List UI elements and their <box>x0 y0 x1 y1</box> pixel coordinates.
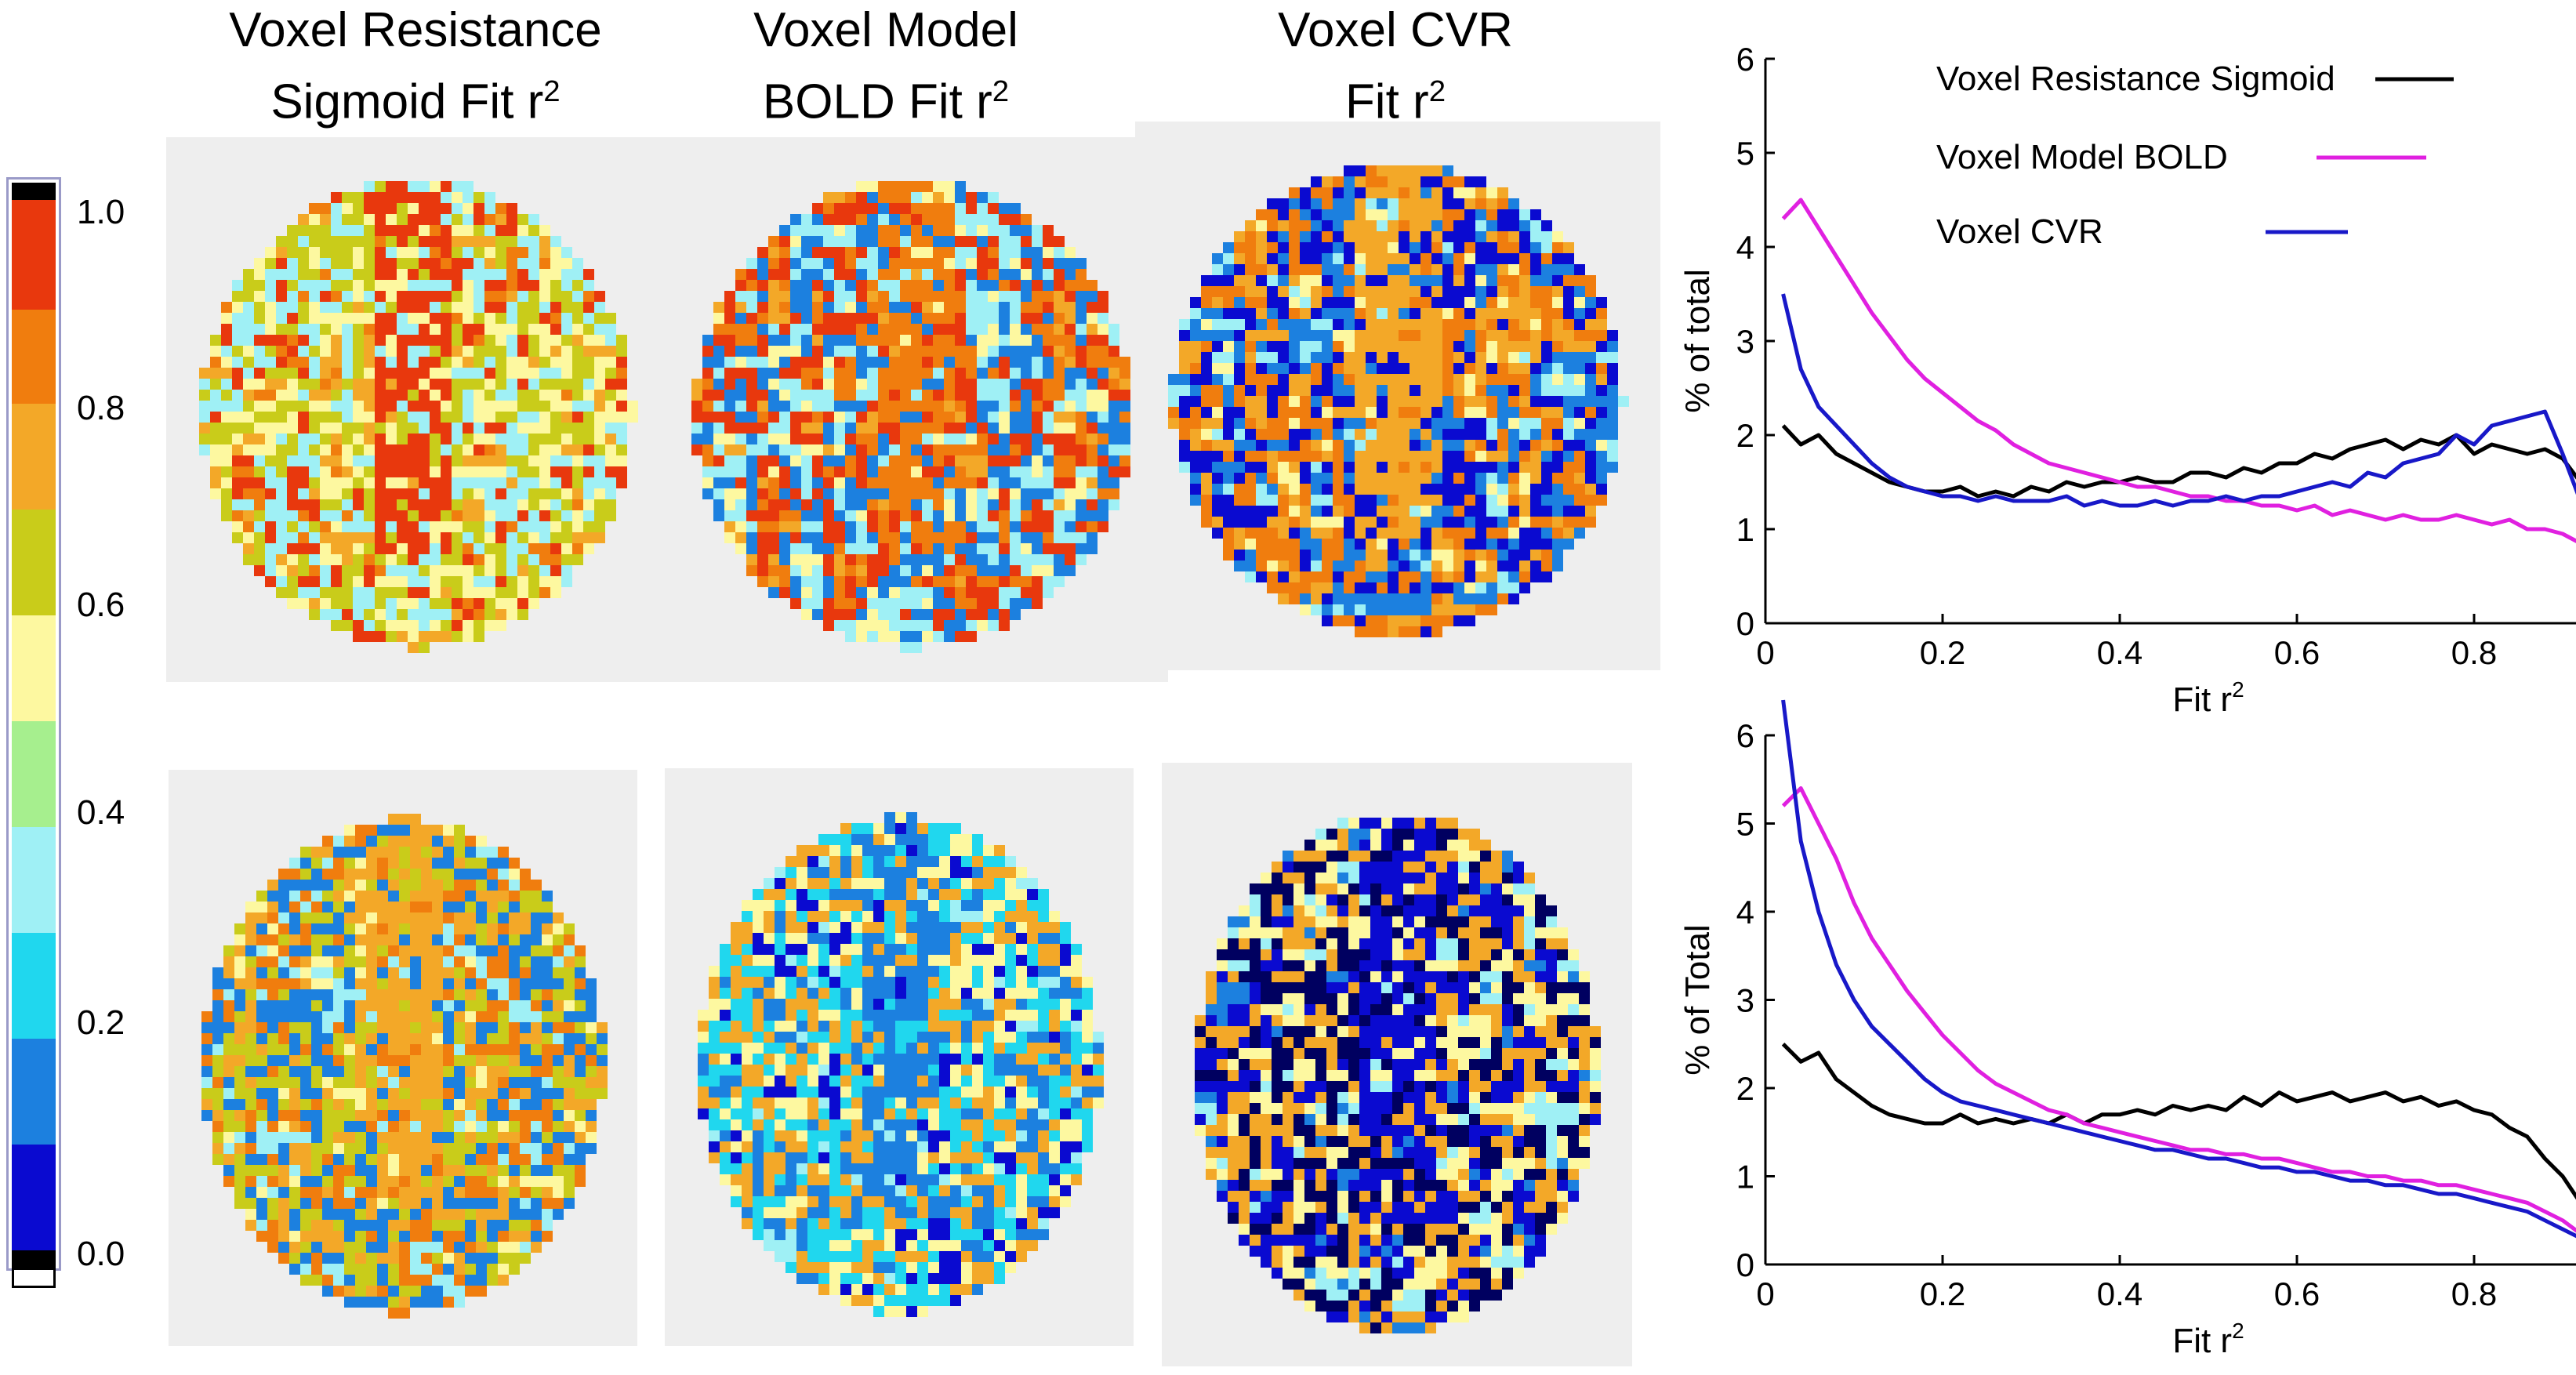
colorbar-segment <box>12 1268 56 1288</box>
x-tick-label: 0 <box>1756 634 1774 671</box>
x-tick-label: 0.2 <box>1920 1275 1965 1312</box>
y-tick-label: 0 <box>1736 605 1754 642</box>
column-title-resistance-line1: Voxel Resistance <box>196 0 635 61</box>
column-title-cvr: Voxel CVR Fit r2 <box>1176 0 1615 133</box>
legend-label: Voxel Model BOLD <box>1936 138 2228 176</box>
column-title-resistance-line2-wrap: Sigmoid Fit r2 <box>196 61 635 133</box>
colorbar-segment <box>12 721 56 827</box>
colorbar-tick-0-8: 0.8 <box>77 389 125 428</box>
column-title-bold: Voxel Model BOLD Fit r2 <box>666 0 1105 133</box>
x-tick-label: 0.4 <box>2097 634 2142 671</box>
voxel-mosaic <box>1168 165 1629 637</box>
y-tick-label: 5 <box>1736 135 1754 172</box>
series-line-voxel-resistance-sigmoid <box>1783 1044 2576 1264</box>
brain-image-top-bold <box>659 137 1168 682</box>
y-tick-label: 0 <box>1736 1246 1754 1283</box>
colorbar-tick-0-0: 0.0 <box>77 1235 125 1274</box>
legend-label: Voxel CVR <box>1936 212 2103 251</box>
colorbar-segment <box>12 615 56 721</box>
brain-map-bottom-resistance <box>169 770 637 1346</box>
column-title-resistance-sup: 2 <box>543 74 560 108</box>
colorbar-segment <box>12 183 56 200</box>
y-tick-label: 3 <box>1736 982 1754 1019</box>
column-title-bold-line2-wrap: BOLD Fit r2 <box>666 61 1105 133</box>
colorbar-segment <box>12 1145 56 1250</box>
column-title-bold-line2: BOLD Fit r <box>763 75 992 129</box>
x-tick-label: 0.6 <box>2274 634 2320 671</box>
legend-label: Voxel Resistance Sigmoid <box>1936 60 2335 98</box>
brain-image-bottom-resistance <box>169 770 637 1346</box>
colorbar-tick-0-2: 0.2 <box>77 1003 125 1043</box>
y-tick-label: 4 <box>1736 229 1754 266</box>
colorbar <box>6 177 61 1271</box>
brain-image-top-resistance <box>166 137 668 682</box>
brain-map-top-bold <box>659 137 1168 682</box>
colorbar-tick-1-0: 1.0 <box>77 193 125 232</box>
voxel-mosaic <box>691 181 1130 653</box>
y-tick-label: 5 <box>1736 806 1754 843</box>
y-tick-label: 1 <box>1736 511 1754 548</box>
colorbar-segment <box>12 310 56 404</box>
y-axis-label: % of total <box>1678 269 1717 412</box>
brain-map-top-cvr <box>1135 122 1660 670</box>
y-tick-label: 6 <box>1736 717 1754 754</box>
y-axis-label: % of Total <box>1678 924 1717 1075</box>
column-title-bold-sup: 2 <box>992 74 1009 108</box>
voxel-mosaic <box>1195 818 1601 1333</box>
column-title-bold-line1: Voxel Model <box>666 0 1105 61</box>
voxel-mosaic <box>698 812 1104 1317</box>
colorbar-segment <box>12 1250 56 1268</box>
brain-image-top-cvr <box>1135 122 1660 670</box>
brain-image-bottom-bold <box>665 768 1134 1346</box>
x-axis-label: Fit r2 <box>2172 1319 2244 1360</box>
x-tick-label: 0 <box>1756 1275 1774 1312</box>
brain-map-bottom-bold <box>665 768 1134 1346</box>
colorbar-segment <box>12 510 56 615</box>
x-tick-label: 0.8 <box>2451 634 2497 671</box>
x-tick-label: 0.4 <box>2097 1275 2142 1312</box>
y-tick-label: 2 <box>1736 1070 1754 1107</box>
x-tick-label: 0.2 <box>1920 634 1965 671</box>
colorbar-segment <box>12 200 56 310</box>
y-tick-label: 3 <box>1736 323 1754 360</box>
y-tick-label: 6 <box>1736 41 1754 78</box>
series-line-voxel-model-bold <box>1783 200 2576 623</box>
series-line-voxel-resistance-sigmoid <box>1783 426 2576 623</box>
column-title-resistance-line2: Sigmoid Fit r <box>270 75 543 129</box>
colorbar-tick-0-6: 0.6 <box>77 586 125 625</box>
y-tick-label: 4 <box>1736 894 1754 931</box>
column-title-cvr-sup: 2 <box>1429 74 1446 108</box>
voxel-mosaic <box>201 814 608 1319</box>
voxel-mosaic <box>199 181 638 653</box>
series-line-voxel-cvr <box>1783 294 2576 623</box>
colorbar-segment <box>12 404 56 510</box>
colorbar-tick-0-4: 0.4 <box>77 793 125 833</box>
y-tick-label: 1 <box>1736 1159 1754 1195</box>
x-tick-label: 0.6 <box>2274 1275 2320 1312</box>
brain-map-top-resistance <box>166 137 668 682</box>
column-title-resistance: Voxel Resistance Sigmoid Fit r2 <box>196 0 635 133</box>
colorbar-segment <box>12 933 56 1039</box>
colorbar-segment <box>12 827 56 933</box>
brain-map-bottom-cvr <box>1162 763 1632 1366</box>
brain-image-bottom-cvr <box>1162 763 1632 1366</box>
y-tick-label: 2 <box>1736 417 1754 454</box>
x-tick-label: 0.8 <box>2451 1275 2497 1312</box>
colorbar-segment <box>12 1039 56 1145</box>
column-title-cvr-line1: Voxel CVR <box>1176 0 1615 61</box>
